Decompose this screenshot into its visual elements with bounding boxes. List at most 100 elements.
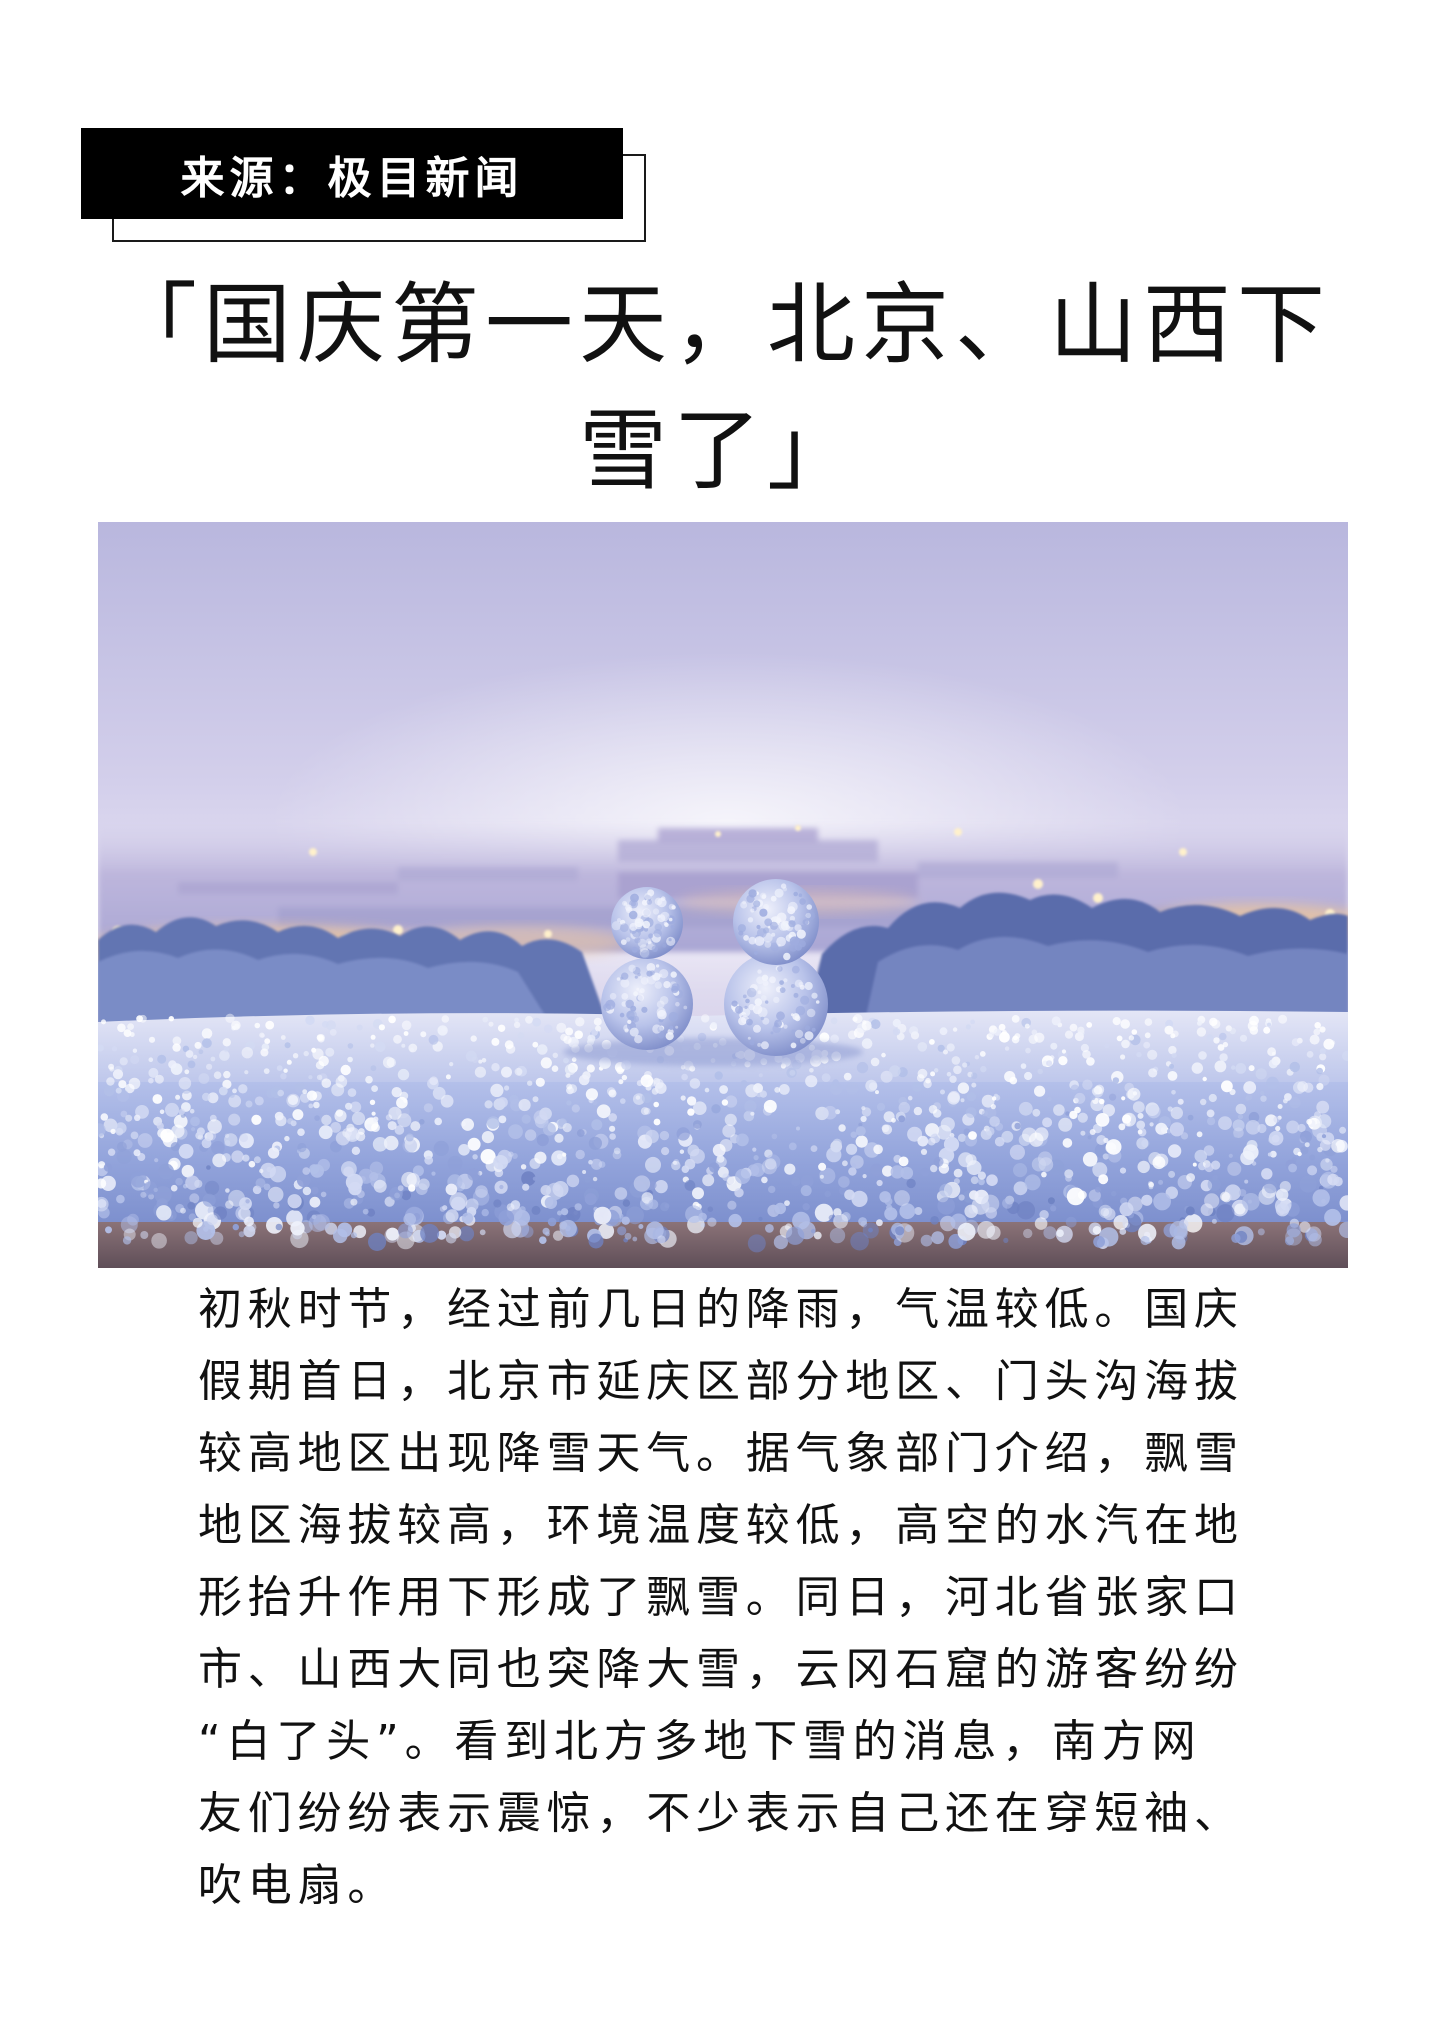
snow-speck (1227, 1161, 1242, 1176)
snow-speck (832, 1138, 842, 1148)
snow-speck (1013, 1181, 1028, 1196)
snow-speck (397, 1185, 404, 1192)
snowman-speck (815, 1000, 820, 1004)
snow-speck (1237, 1114, 1244, 1120)
snow-speck (1275, 1125, 1281, 1132)
snow-speck (1229, 1027, 1237, 1035)
snow-speck (809, 1068, 814, 1073)
snow-speck (504, 1085, 510, 1091)
snowman-speck (798, 981, 804, 987)
snow-speck (516, 1065, 527, 1077)
snow-speck (655, 1082, 667, 1094)
snowman-speck (759, 908, 768, 917)
snow-speck (661, 1147, 670, 1156)
snow-speck (993, 1028, 1002, 1036)
snow-speck (684, 1180, 696, 1191)
snow-speck (998, 1023, 1006, 1031)
snow-speck (986, 1225, 1001, 1240)
snowman-speck (652, 1024, 662, 1034)
snow-speck (542, 1122, 556, 1136)
snowman-speck (657, 1026, 664, 1033)
snow-speck (255, 1178, 266, 1189)
snow-speck (1144, 1018, 1153, 1026)
snow-speck (917, 1068, 928, 1079)
snowman-speck (782, 920, 789, 927)
snow-speck (1149, 1122, 1154, 1127)
snow-speck (201, 1028, 213, 1039)
snow-speck (947, 1092, 960, 1105)
snow-speck (420, 1031, 427, 1038)
snow-speck (475, 1185, 488, 1198)
snow-speck (184, 1069, 190, 1075)
snowman-speck (760, 1016, 765, 1021)
snow-speck (1002, 1030, 1007, 1035)
snow-speck (842, 1160, 848, 1167)
snow-speck (861, 1020, 872, 1031)
snowman-speck (675, 1001, 680, 1007)
snow-speck (1297, 1081, 1308, 1092)
snow-speck (865, 1079, 878, 1092)
snow-speck (951, 1056, 961, 1065)
snow-speck (1207, 1177, 1221, 1191)
snow-speck (241, 1047, 253, 1059)
snowman-speck (742, 900, 746, 905)
snow-speck (969, 1190, 979, 1200)
snowman-speck (648, 933, 654, 939)
snowman-speck (765, 1000, 769, 1004)
snow-speck (151, 1233, 167, 1249)
snow-speck (248, 1160, 256, 1168)
snow-speck (1235, 1103, 1247, 1115)
snow-speck (1170, 1033, 1176, 1039)
snow-speck (1286, 1120, 1300, 1134)
snow-speck (774, 1087, 781, 1093)
snow-speck (275, 1115, 287, 1127)
snow-speck (1255, 1068, 1267, 1080)
snow-speck (520, 1164, 527, 1170)
snow-speck (403, 1031, 409, 1036)
snow-speck (1319, 1048, 1326, 1055)
snow-speck (557, 1210, 562, 1216)
body-line: 地区海拔较高，环境温度较低，高空的水汽在地 (198, 1500, 1244, 1551)
snow-speck (532, 1096, 539, 1103)
snow-speck (125, 1114, 133, 1122)
snowman-speck (668, 1011, 679, 1022)
snow-speck (156, 1205, 172, 1221)
snow-speck (1095, 1186, 1101, 1193)
snow-speck (830, 1017, 838, 1025)
snow-speck (711, 1104, 721, 1114)
snowman-speck (794, 924, 802, 932)
snow-speck (224, 1140, 231, 1147)
snowman-speck (761, 894, 767, 899)
snow-speck (1306, 1051, 1314, 1058)
snow-speck (531, 1205, 541, 1215)
snow-speck (219, 1050, 230, 1061)
snow-speck (1069, 1023, 1078, 1032)
snow-speck (189, 1193, 200, 1204)
body-line: 吹电扇。 (198, 1860, 398, 1911)
snowman-speck (639, 975, 643, 979)
snow-speck (1168, 1045, 1177, 1055)
snowman-speck (754, 998, 763, 1006)
snow-speck (571, 1104, 580, 1113)
snow-speck (181, 1164, 195, 1178)
snow-speck (940, 1089, 945, 1095)
snow-speck (653, 1101, 659, 1108)
snow-speck (907, 1126, 923, 1142)
snowman-speck (631, 946, 638, 953)
snow-speck (532, 1041, 539, 1048)
snow-speck (838, 1176, 850, 1188)
snowman-speck (764, 918, 773, 927)
snow-speck (952, 1027, 958, 1032)
snowman-speck (654, 981, 662, 989)
snow-speck (105, 1083, 115, 1092)
snow-speck (847, 1030, 857, 1040)
snow-speck (833, 1213, 848, 1229)
snow-speck (722, 1124, 736, 1138)
snow-speck (522, 1183, 530, 1191)
snow-speck (1323, 1038, 1335, 1050)
snow-speck (824, 1190, 831, 1198)
snowman-speck (754, 951, 758, 955)
snow-speck (876, 1102, 886, 1111)
snow-speck (273, 1202, 280, 1209)
snow-speck (890, 1165, 904, 1179)
